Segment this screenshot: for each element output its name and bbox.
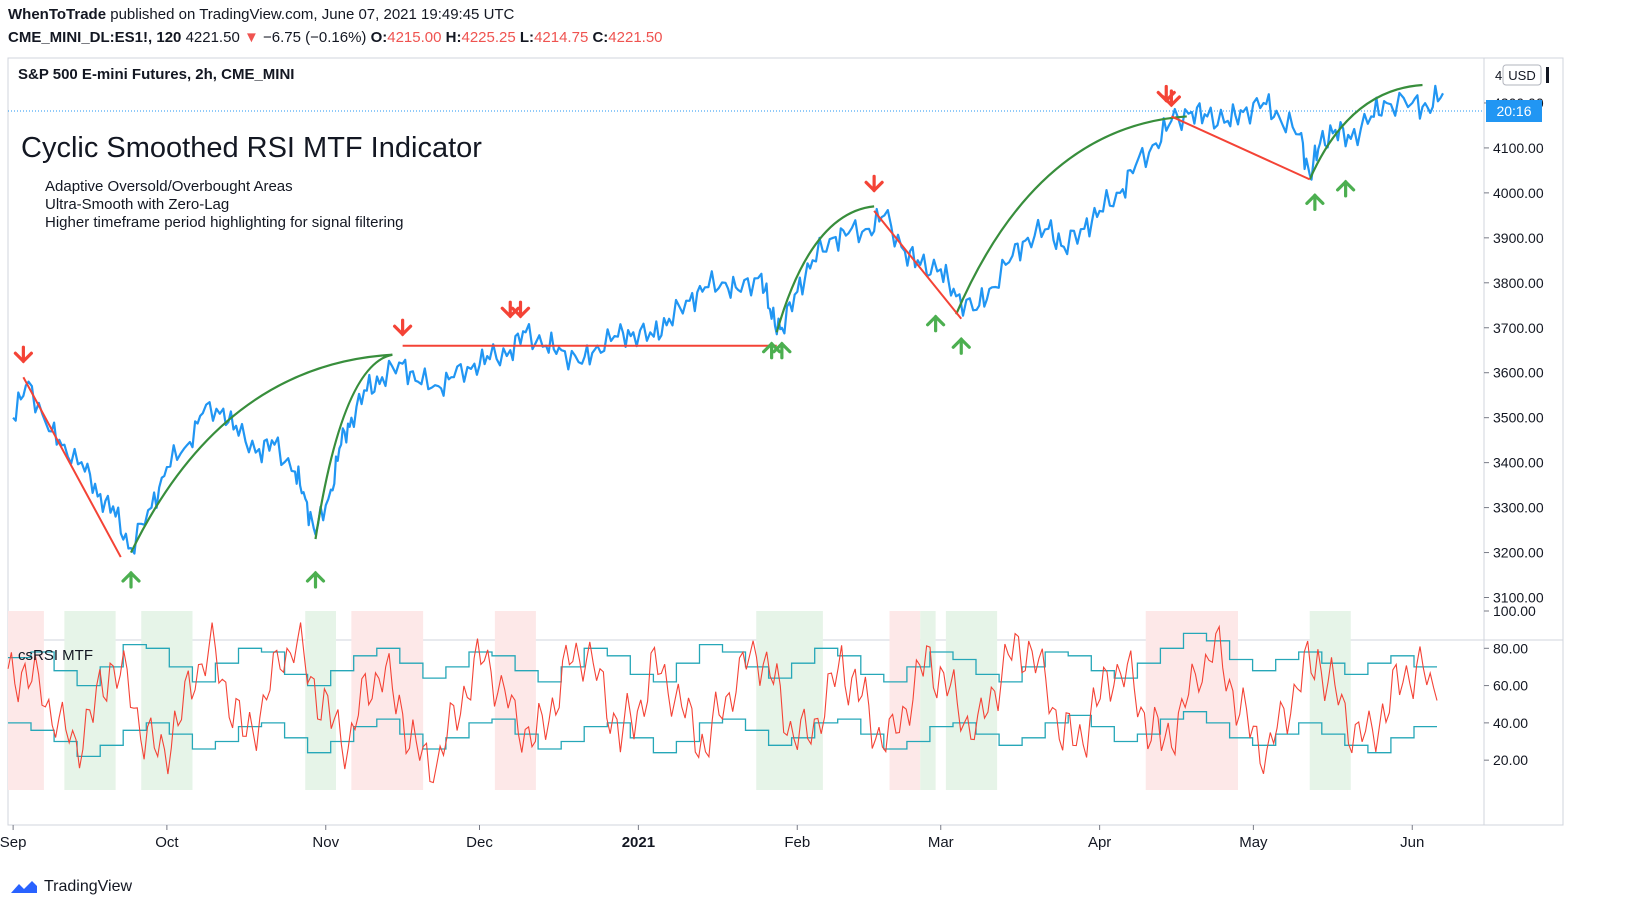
time-axis: Sep Oct Nov Dec 2021 Feb Mar Apr May Jun [0, 825, 1424, 851]
note-1: Adaptive Oversold/Overbought Areas [45, 178, 293, 195]
rsi-tick-label: 20.00 [1493, 752, 1528, 768]
top-price-tick: 4 [1495, 68, 1502, 83]
oversold-zone [305, 611, 336, 790]
down-triangle-icon: ▼ [243, 29, 259, 46]
close-label: C: [592, 29, 609, 46]
price-tag [1486, 100, 1542, 122]
signal-markers [13, 84, 1356, 589]
oversold-zone [64, 611, 116, 790]
price-change: −6.75 (−0.16%) [263, 29, 367, 46]
price-tick-label: 3400.00 [1493, 455, 1544, 471]
overbought-zone [351, 611, 424, 790]
symbol-name: CME_MINI_DL:ES1!, 120 [8, 29, 182, 46]
high-value: 4225.25 [461, 29, 516, 46]
time-tick-label: May [1239, 834, 1268, 851]
time-tick-label: 2021 [622, 834, 655, 851]
cycle-lines [22, 83, 1423, 558]
down-cycle-line [1170, 115, 1311, 181]
publish-info: WhenToTrade published on TradingView.com… [8, 6, 514, 23]
overbought-zone [8, 611, 44, 790]
currency-label: USD [1508, 68, 1535, 83]
price-tick-label: 4100.00 [1493, 140, 1544, 156]
rsi-line [7, 622, 1438, 784]
price-tick-label: 3700.00 [1493, 320, 1544, 336]
price-axis: 3100.00 3200.00 3300.00 3400.00 3500.00 3600.… [1484, 95, 1544, 606]
price-tick-label: 3200.00 [1493, 545, 1544, 561]
footer-brand[interactable]: TradingView [10, 878, 132, 896]
up-cycle-arc [314, 353, 393, 540]
indicator-title: Cyclic Smoothed RSI MTF Indicator [21, 132, 482, 164]
price-line [12, 84, 1444, 555]
oversold-zone [141, 611, 193, 790]
signal-zones [8, 611, 1351, 790]
time-tick-label: Sep [0, 834, 26, 851]
scroll-handle[interactable] [1546, 67, 1549, 83]
price-tick-label: 3500.00 [1493, 410, 1544, 426]
up-cycle-arc [955, 115, 1187, 315]
time-tick-label: Mar [928, 834, 954, 851]
main-legend[interactable]: S&P 500 E-mini Futures, 2h, CME_MINI [18, 66, 294, 83]
rsi-tick-label: 100.00 [1493, 603, 1536, 619]
price-tick-label: 3600.00 [1493, 365, 1544, 381]
last-price: 4221.50 [185, 29, 240, 46]
price-tick-label: 3100.00 [1493, 590, 1544, 606]
price-tick-label: 3900.00 [1493, 230, 1544, 246]
oversold-zone [756, 611, 823, 790]
down-cycle-line [22, 376, 122, 558]
note-2: Ultra-Smooth with Zero-Lag [45, 196, 229, 213]
oversold-zone [945, 611, 998, 790]
up-cycle-arc [775, 205, 875, 333]
oversold-zone [920, 611, 936, 790]
sub-legend[interactable]: csRSI MTF [18, 647, 93, 664]
up-cycle-arc [130, 353, 393, 554]
down-cycle-line [873, 210, 963, 320]
price-tick-label: 3800.00 [1493, 275, 1544, 291]
high-label: H: [445, 29, 462, 46]
time-tick-label: Jun [1400, 834, 1424, 851]
open-label: O: [370, 29, 388, 46]
time-tick-label: Dec [466, 834, 493, 851]
rsi-tick-label: 40.00 [1493, 715, 1528, 731]
open-value: 4215.00 [387, 29, 442, 46]
price-tick-label: 3300.00 [1493, 500, 1544, 516]
rsi-tick-label: 60.00 [1493, 678, 1528, 694]
time-tick-label: Feb [784, 834, 810, 851]
close-value: 4221.50 [608, 29, 663, 46]
up-cycle-arc [1308, 83, 1423, 180]
price-tag-label: 20:16 [1496, 103, 1531, 119]
low-value: 4214.75 [534, 29, 589, 46]
symbol-info: CME_MINI_DL:ES1!, 120 4221.50 ▼ −6.75 (−… [8, 29, 663, 46]
brand-name: TradingView [44, 878, 133, 895]
rsi-axis: 20.00 40.00 60.00 80.00 100.00 [1484, 603, 1536, 768]
tradingview-logo-icon [11, 881, 37, 893]
rsi-tick-label: 80.00 [1493, 640, 1528, 656]
oversold-band-line [8, 711, 1437, 758]
published-text: published on TradingView.com, June 07, 2… [110, 6, 515, 23]
time-tick-label: Oct [155, 834, 179, 851]
publisher-name[interactable]: WhenToTrade [8, 6, 107, 23]
overbought-zone [889, 611, 921, 790]
low-label: L: [519, 29, 535, 46]
price-tick-label: 4000.00 [1493, 185, 1544, 201]
time-tick-label: Apr [1088, 834, 1111, 851]
note-3: Higher timeframe period highlighting for… [45, 214, 404, 231]
time-tick-label: Nov [312, 834, 339, 851]
currency-button[interactable] [1502, 64, 1542, 86]
overbought-band-line [8, 632, 1437, 687]
overbought-zone [1145, 611, 1238, 790]
